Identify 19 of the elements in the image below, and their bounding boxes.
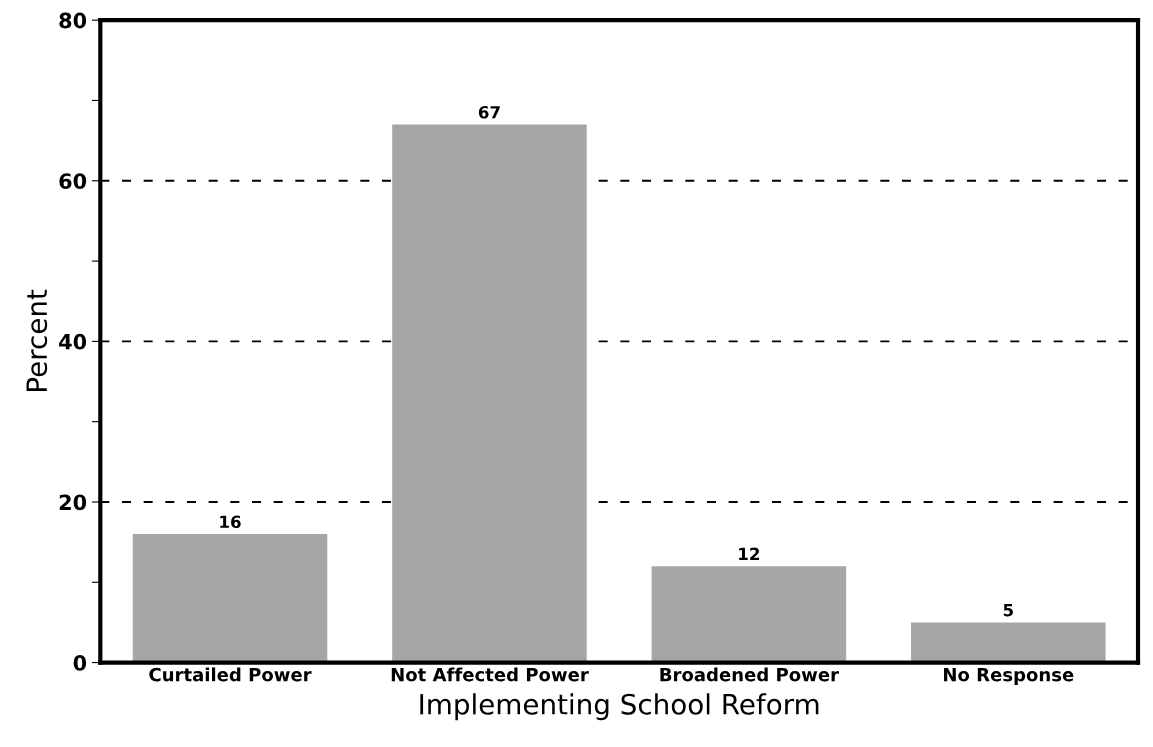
x-tick-label: Not Affected Power — [391, 667, 589, 682]
y-tick-label: 40 — [59, 333, 87, 350]
y-tick-label: 60 — [59, 173, 87, 189]
data-label: 5 — [1003, 604, 1013, 617]
x-tick-label: Broadened Power — [660, 667, 839, 682]
y-axis-title: Percent — [26, 289, 48, 391]
bar — [651, 566, 847, 663]
y-tick-label: 0 — [73, 655, 87, 671]
y-tick-label: 20 — [59, 494, 87, 511]
x-tick-label: Curtailed Power — [149, 667, 312, 682]
data-label: 67 — [478, 105, 500, 119]
data-label: 16 — [220, 515, 241, 529]
bar — [911, 622, 1106, 663]
bar — [392, 124, 587, 663]
y-tick-label: 80 — [59, 12, 87, 29]
x-axis-title: Implementing School Reform — [420, 693, 819, 721]
data-label: 12 — [739, 547, 760, 560]
bar — [132, 534, 328, 663]
x-tick-label: No Response — [944, 668, 1074, 685]
